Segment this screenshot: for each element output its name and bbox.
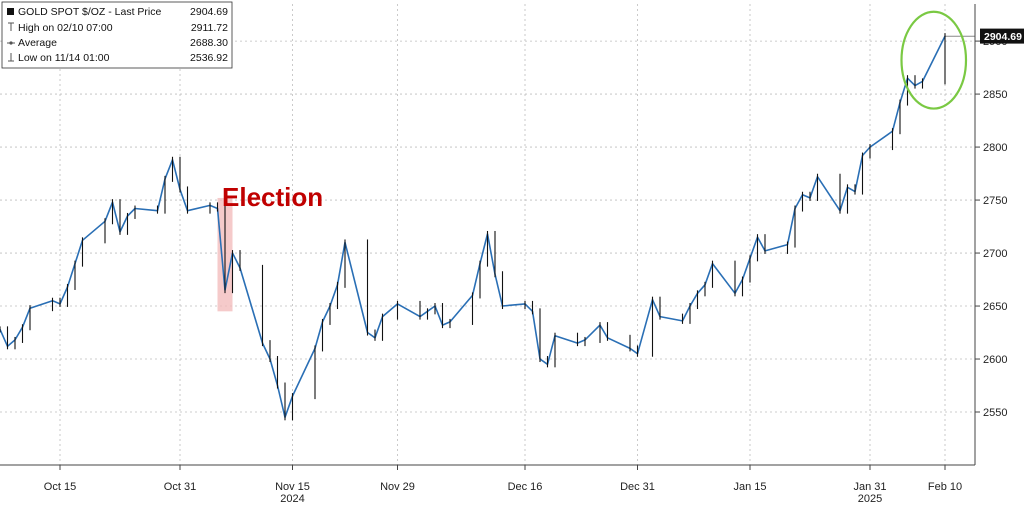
y-tick-label: 2650 [983, 301, 1007, 313]
y-tick-label: 2600 [983, 354, 1007, 366]
x-tick-label: Nov 15 [275, 481, 310, 493]
y-tick-label: 2800 [983, 142, 1007, 154]
legend-low-value: 2536.92 [190, 52, 228, 64]
legend-last-value: 2904.69 [190, 6, 228, 18]
legend-box [1, 1, 233, 69]
x-tick-label: Oct 31 [164, 481, 196, 493]
last-price-tag-bg [980, 28, 1024, 44]
legend-high-value: 2911.72 [191, 22, 228, 34]
legend-low-label: Low on 11/14 01:00 [18, 52, 110, 64]
last-price-tag: 2904.69 [980, 28, 1024, 44]
x-tick-label: Dec 16 [508, 481, 543, 493]
average-marker-icon [7, 41, 15, 45]
legend: GOLD SPOT $/OZ - Last Price 2904.69 High… [1, 1, 233, 69]
year-label: 2024 [280, 493, 304, 505]
x-tick-label: Oct 15 [44, 481, 76, 493]
x-tick-label: Nov 29 [380, 481, 415, 493]
price-line [0, 35, 946, 419]
year-label: 2025 [858, 493, 882, 505]
last-price-tag-value: 2904.69 [984, 31, 1022, 43]
election-label: Election [222, 182, 323, 212]
low-marker-icon [8, 53, 14, 62]
axis-layer: 25502600265027002750280028502900Oct 15Oc… [0, 4, 1007, 505]
highlight-circle [900, 10, 968, 110]
legend-average-label: Average [18, 37, 57, 49]
x-tick-label: Feb 10 [928, 481, 962, 493]
x-tick-label: Jan 15 [733, 481, 766, 493]
highlight-circle-layer [900, 10, 968, 110]
high-marker-icon [8, 22, 14, 31]
y-tick-label: 2700 [983, 248, 1007, 260]
legend-high-label: High on 02/10 07:00 [18, 22, 113, 34]
legend-average-value: 2688.30 [190, 37, 228, 49]
legend-series-swatch [7, 8, 14, 15]
x-tick-label: Dec 31 [620, 481, 655, 493]
y-tick-label: 2750 [983, 195, 1007, 207]
series-layer [0, 33, 975, 421]
y-tick-label: 2850 [983, 89, 1007, 101]
legend-title: GOLD SPOT $/OZ - Last Price [18, 6, 162, 18]
y-tick-label: 2550 [983, 407, 1007, 419]
x-tick-label: Jan 31 [853, 481, 886, 493]
